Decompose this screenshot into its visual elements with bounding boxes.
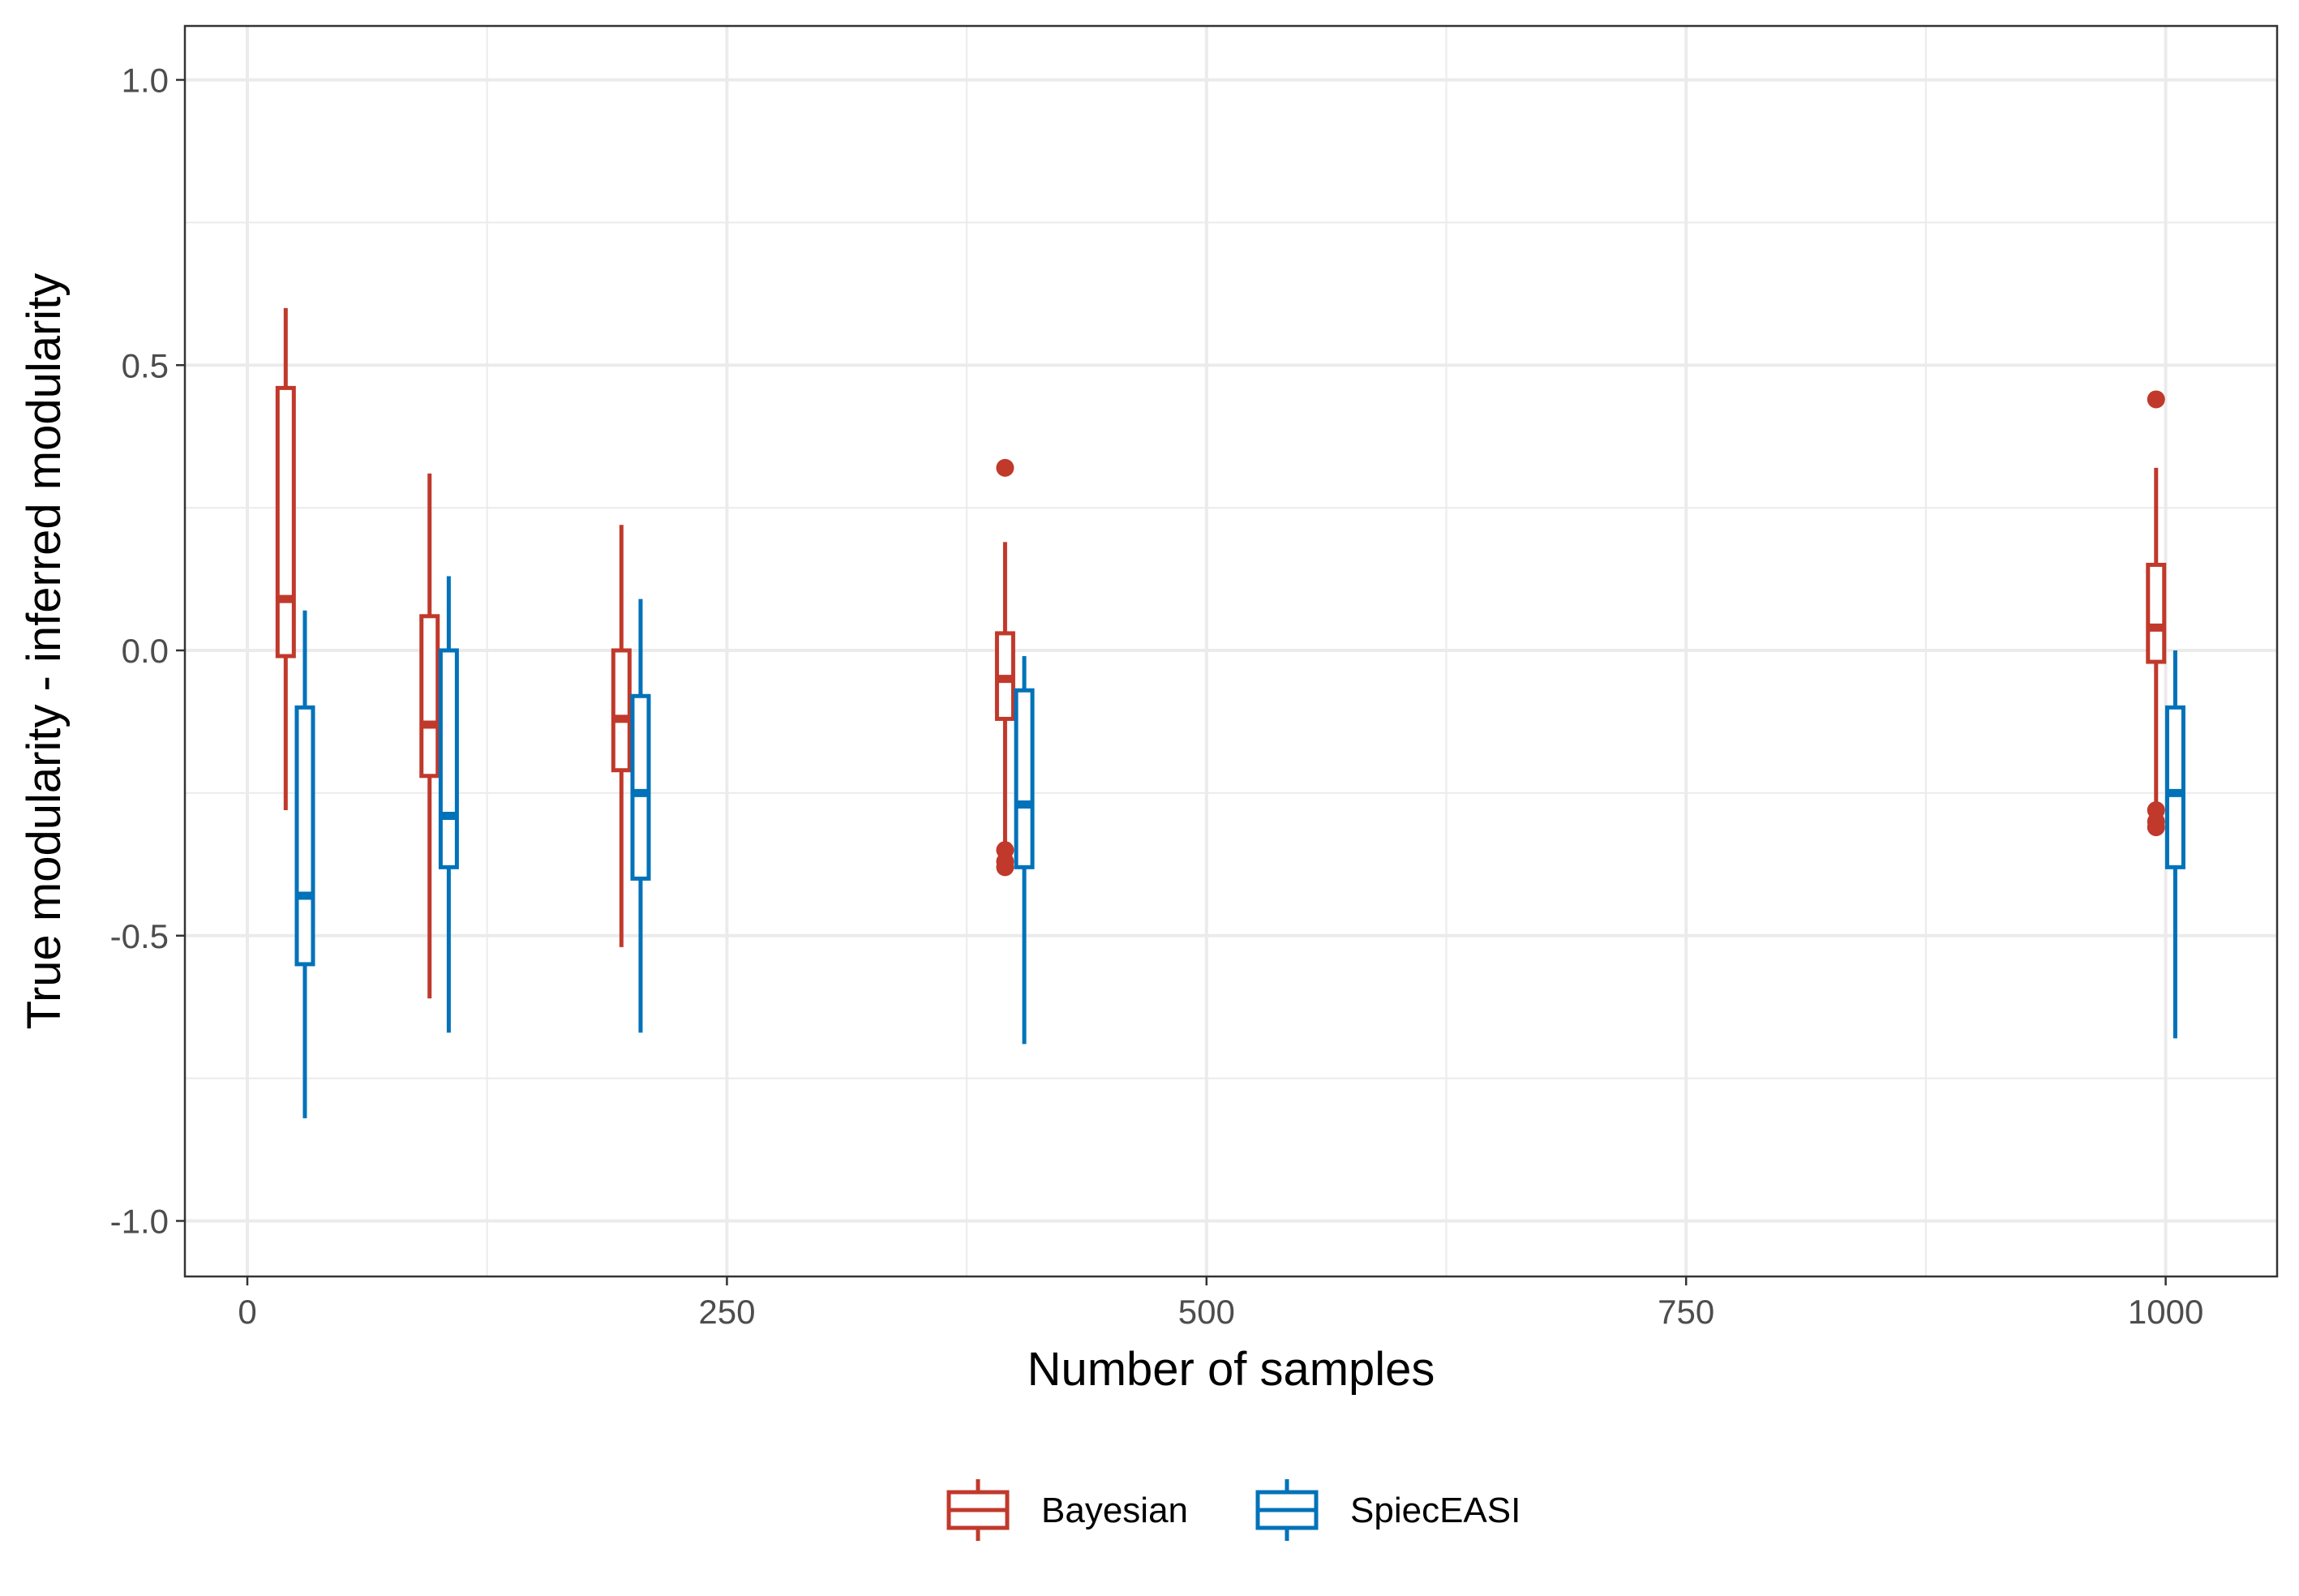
- iqr-box: [2146, 562, 2167, 664]
- legend-label-bayesian: Bayesian: [1041, 1491, 1188, 1530]
- outlier-point: [996, 458, 1014, 477]
- box-bayesian: [2146, 390, 2167, 837]
- x-tick-label: 500: [1178, 1293, 1235, 1331]
- x-axis-title: Number of samples: [1027, 1343, 1435, 1396]
- box-bayesian: [275, 307, 296, 810]
- outlier-point: [2147, 818, 2165, 837]
- y-tick-label: 0.0: [122, 632, 169, 670]
- x-tick-label: 1000: [2128, 1293, 2203, 1331]
- x-tick-label: 0: [238, 1293, 256, 1331]
- iqr-box: [2164, 705, 2185, 869]
- iqr-box: [611, 648, 632, 773]
- iqr-box: [275, 385, 296, 659]
- box-spieceasi: [1014, 656, 1035, 1045]
- x-tick-label: 750: [1658, 1293, 1714, 1331]
- legend-key-bayesian: [946, 1479, 1010, 1541]
- box-bayesian: [994, 458, 1015, 877]
- box-layer: [275, 307, 2185, 1118]
- iqr-box: [294, 705, 315, 967]
- iqr-box: [438, 648, 459, 869]
- box-spieceasi: [438, 576, 459, 1033]
- y-tick-label: -0.5: [110, 917, 169, 955]
- legend-key-spieceasi: [1255, 1479, 1319, 1541]
- axis-ticks: 0 250 500 750 1000 1.0 0.5 0.0 -0.5 -1.0: [110, 62, 2204, 1332]
- x-tick-label: 250: [698, 1293, 755, 1331]
- outlier-point: [996, 858, 1014, 877]
- iqr-box: [630, 693, 651, 881]
- outlier-point: [2147, 390, 2165, 409]
- y-axis-title: True modularity - inferred modularity: [18, 273, 71, 1030]
- legend-label-spieceasi: SpiecEASI: [1350, 1491, 1521, 1530]
- y-tick-label: -1.0: [110, 1203, 169, 1241]
- box-spieceasi: [630, 598, 651, 1033]
- iqr-box: [1014, 688, 1035, 869]
- legend: Bayesian SpiecEASI: [946, 1479, 1521, 1541]
- box-spieceasi: [2164, 650, 2185, 1039]
- box-bayesian: [419, 473, 440, 999]
- box-bayesian: [611, 525, 632, 947]
- y-tick-label: 1.0: [122, 62, 169, 100]
- y-tick-label: 0.5: [122, 346, 169, 384]
- iqr-box: [419, 614, 440, 779]
- grid-lines: [185, 26, 2277, 1276]
- box-spieceasi: [294, 610, 315, 1118]
